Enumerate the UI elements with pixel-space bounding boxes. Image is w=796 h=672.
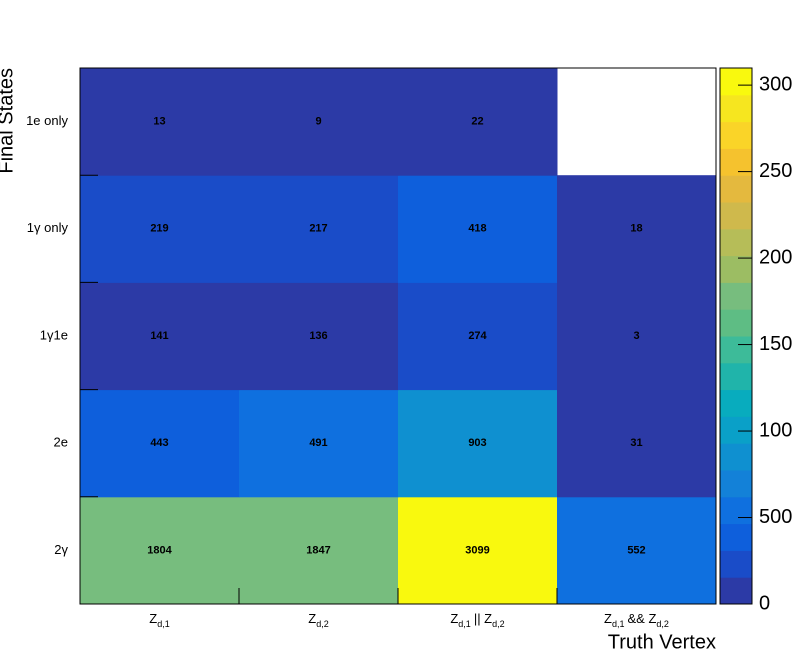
cell-label: 903 bbox=[468, 437, 486, 449]
colorbar-tick-label: 500 bbox=[759, 506, 792, 528]
cell-label: 9 bbox=[315, 116, 321, 128]
cell-label: 443 bbox=[150, 437, 168, 449]
colorbar-segment bbox=[720, 336, 752, 364]
y-tick-label: 1γ only bbox=[27, 220, 69, 235]
x-axis-title: Truth Vertex bbox=[608, 631, 716, 653]
colorbar-segment bbox=[720, 443, 752, 471]
cell-label: 1804 bbox=[147, 544, 172, 556]
colorbar-frame bbox=[719, 67, 753, 605]
x-tick-text: && Z bbox=[628, 611, 657, 626]
cell-label: 22 bbox=[471, 116, 483, 128]
x-tick-text: Z bbox=[149, 611, 157, 626]
x-tick-subscript: d,2 bbox=[656, 619, 669, 629]
heatmap-cell bbox=[398, 389, 558, 498]
cell-label: 491 bbox=[309, 437, 327, 449]
cell-label: 13 bbox=[153, 116, 165, 128]
colorbar-segment bbox=[720, 523, 752, 551]
heatmap-cell bbox=[557, 282, 717, 391]
heatmap-cell bbox=[239, 175, 399, 283]
colorbar-segment bbox=[720, 68, 752, 96]
colorbar-segment bbox=[720, 121, 752, 149]
y-tick-label: 2γ bbox=[54, 542, 68, 557]
heatmap-cell bbox=[398, 175, 558, 283]
colorbar-segment bbox=[720, 255, 752, 283]
heatmap-cell bbox=[80, 389, 240, 498]
heatmap-cell bbox=[557, 496, 717, 605]
colorbar-segment bbox=[720, 228, 752, 257]
heatmap-cell bbox=[398, 68, 558, 176]
colorbar-segment bbox=[720, 389, 752, 417]
x-tick-subscript: d,2 bbox=[492, 619, 505, 629]
x-tick-text: || Z bbox=[474, 611, 492, 626]
colorbar-segment bbox=[720, 496, 752, 525]
x-tick-text: Z bbox=[308, 611, 316, 626]
colorbar-segment bbox=[720, 470, 752, 498]
x-tick-label: Zd,2 bbox=[308, 611, 328, 629]
cell-label: 552 bbox=[627, 544, 645, 556]
y-tick-label: 1γ1e bbox=[40, 327, 68, 342]
x-tick-subscript: d,1 bbox=[458, 619, 471, 629]
colorbar-segment bbox=[720, 282, 752, 310]
x-tick-subscript: d,1 bbox=[157, 619, 170, 629]
y-tick-label: 1e only bbox=[26, 113, 68, 128]
colorbar-segment bbox=[720, 362, 752, 391]
heatmap-cell bbox=[80, 68, 240, 176]
y-axis-title: Final States bbox=[0, 68, 17, 174]
x-tick-label: Zd,1 bbox=[149, 611, 169, 629]
x-tick-subscript: d,1 bbox=[612, 619, 625, 629]
heatmap-cell bbox=[398, 282, 558, 391]
heatmap-cell bbox=[239, 389, 399, 498]
colorbar-tick-label: 250 bbox=[759, 160, 792, 182]
cell-label: 3 bbox=[633, 330, 639, 342]
cell-label: 136 bbox=[309, 330, 327, 342]
cell-label: 418 bbox=[468, 223, 486, 235]
cell-label: 1847 bbox=[306, 544, 330, 556]
heatmap-cell bbox=[398, 496, 558, 605]
heatmap-cell bbox=[80, 282, 240, 391]
heatmap-cell bbox=[80, 175, 240, 283]
colorbar-tick-label: 300 bbox=[759, 73, 792, 95]
colorbar-segment bbox=[720, 309, 752, 337]
colorbar-tick-label: 150 bbox=[759, 333, 792, 355]
colorbar-segment bbox=[720, 416, 752, 444]
cell-label: 31 bbox=[630, 437, 642, 449]
x-tick-text: Z bbox=[450, 611, 458, 626]
cell-label: 219 bbox=[150, 223, 168, 235]
colorbar-segment bbox=[720, 577, 752, 605]
heatmap-cell bbox=[557, 175, 717, 283]
colorbar-tick-label: 100 bbox=[759, 419, 792, 441]
colorbar-segment bbox=[720, 202, 752, 230]
cell-label: 274 bbox=[468, 330, 487, 342]
x-tick-label: Zd,1 || Zd,2 bbox=[450, 611, 504, 629]
colorbar-segment bbox=[720, 94, 752, 123]
heatmap-cell bbox=[239, 282, 399, 391]
x-tick-text: Z bbox=[604, 611, 612, 626]
cell-label: 3099 bbox=[465, 544, 489, 556]
heatmap-cell bbox=[239, 496, 399, 605]
colorbar-segment bbox=[720, 550, 752, 578]
heatmap-cell bbox=[80, 496, 240, 605]
heatmap-cell bbox=[239, 68, 399, 176]
x-tick-label: Zd,1 && Zd,2 bbox=[604, 611, 669, 629]
cell-label: 217 bbox=[309, 223, 327, 235]
colorbar-tick-label: 0 bbox=[759, 592, 770, 614]
cell-label: 18 bbox=[630, 223, 642, 235]
cell-label: 141 bbox=[150, 330, 168, 342]
heatmap-cell bbox=[557, 389, 717, 498]
y-tick-label: 2e bbox=[54, 435, 68, 450]
colorbar-segment bbox=[720, 175, 752, 203]
x-tick-subscript: d,2 bbox=[316, 619, 329, 629]
colorbar-tick-label: 200 bbox=[759, 246, 792, 268]
